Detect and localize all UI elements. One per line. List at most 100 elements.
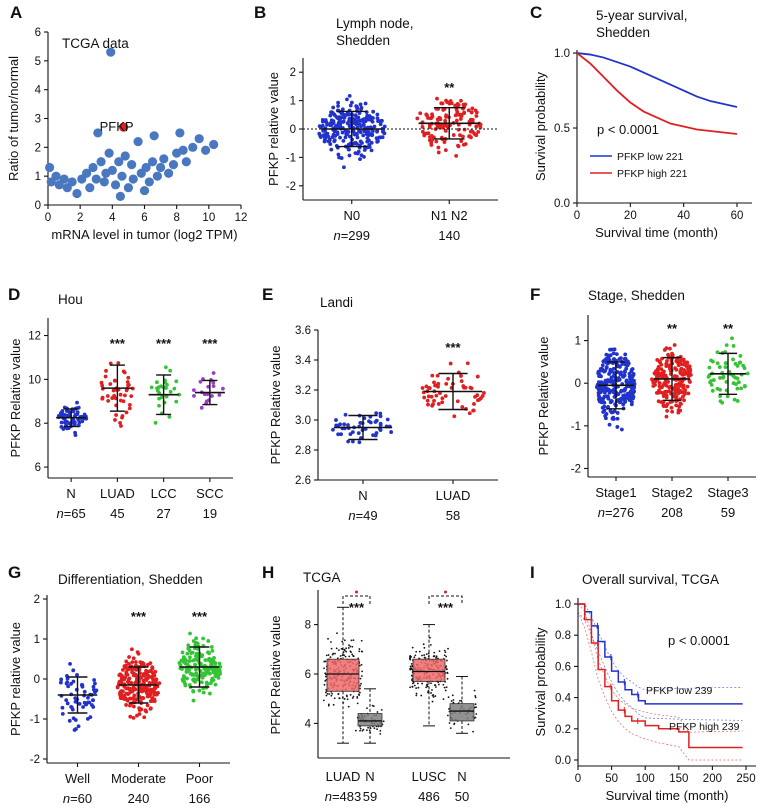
data-point bbox=[201, 690, 206, 695]
bracket-mark bbox=[355, 590, 358, 594]
data-point bbox=[180, 650, 185, 655]
data-point bbox=[618, 364, 622, 369]
data-point bbox=[323, 129, 327, 133]
jitter-point bbox=[429, 636, 431, 639]
data-point bbox=[662, 369, 666, 374]
y-tick-label: 5 bbox=[35, 56, 41, 68]
data-point bbox=[197, 688, 202, 693]
data-point bbox=[461, 384, 466, 388]
data-point bbox=[603, 378, 608, 383]
data-point bbox=[126, 383, 131, 387]
data-point bbox=[668, 400, 673, 404]
data-point bbox=[144, 671, 149, 675]
data-point bbox=[199, 405, 204, 410]
data-point bbox=[336, 104, 340, 108]
jitter-point bbox=[327, 654, 330, 656]
data-point bbox=[596, 380, 601, 385]
data-point bbox=[475, 374, 480, 379]
data-point bbox=[429, 394, 434, 399]
data-point bbox=[360, 119, 365, 124]
data-point bbox=[665, 408, 670, 413]
data-point bbox=[715, 361, 720, 366]
jitter-point bbox=[361, 670, 364, 673]
panel-label: C bbox=[530, 3, 542, 22]
data-point bbox=[178, 145, 188, 155]
jitter-point bbox=[359, 729, 361, 732]
panel-d: 6 8 10 12 Nn=65 *** LUAD 45 *** LCC 27 *** SCC 19 Hou P… bbox=[8, 292, 233, 521]
data-point bbox=[679, 380, 684, 384]
data-point bbox=[470, 106, 475, 111]
y-axis-label: PFKP Relative value bbox=[8, 339, 23, 458]
jitter-point bbox=[349, 650, 352, 653]
chart-title: Differentiation, Shedden bbox=[58, 572, 203, 587]
category-label: LUAD bbox=[100, 486, 135, 501]
jitter-point bbox=[327, 704, 330, 707]
data-point bbox=[358, 102, 363, 107]
data-point bbox=[602, 394, 607, 399]
significance-label: *** bbox=[349, 600, 365, 615]
data-point bbox=[137, 706, 142, 711]
data-point bbox=[350, 430, 355, 434]
jitter-point bbox=[328, 693, 331, 695]
data-point bbox=[659, 374, 664, 379]
n-label: 58 bbox=[446, 508, 460, 523]
data-point bbox=[318, 133, 323, 138]
data-point bbox=[80, 684, 85, 689]
x-tick-label: 12 bbox=[235, 212, 248, 224]
data-point bbox=[659, 371, 664, 376]
jitter-point bbox=[330, 641, 332, 643]
data-point bbox=[130, 689, 135, 694]
data-point bbox=[631, 396, 636, 401]
data-point bbox=[328, 113, 333, 118]
data-point bbox=[674, 394, 679, 399]
jitter-point bbox=[338, 697, 341, 700]
jitter-point bbox=[442, 698, 445, 701]
data-point bbox=[459, 379, 464, 384]
jitter-point bbox=[426, 683, 429, 686]
data-point bbox=[124, 666, 129, 671]
data-point bbox=[93, 681, 97, 686]
y-tick-label: 8 bbox=[305, 620, 311, 632]
data-point bbox=[467, 134, 471, 139]
data-point bbox=[474, 110, 479, 115]
jitter-point bbox=[451, 694, 454, 697]
data-point bbox=[174, 379, 179, 384]
jitter-point bbox=[345, 647, 348, 650]
y-axis-label: PFKP relative value bbox=[266, 72, 281, 186]
x-tick-label: 10 bbox=[202, 212, 215, 224]
data-point bbox=[612, 409, 617, 414]
y-tick-label: 4 bbox=[305, 718, 312, 730]
n-label: 59 bbox=[363, 789, 377, 804]
data-point bbox=[217, 393, 222, 397]
data-point bbox=[193, 667, 198, 672]
data-point bbox=[382, 131, 387, 136]
data-point bbox=[731, 344, 736, 348]
jitter-point bbox=[339, 655, 342, 657]
jitter-point bbox=[359, 677, 362, 680]
data-point bbox=[621, 374, 626, 379]
data-point bbox=[342, 113, 347, 118]
data-point bbox=[598, 373, 603, 378]
y-tick-label: 3.4 bbox=[295, 355, 312, 367]
data-point bbox=[474, 114, 479, 118]
data-point bbox=[347, 153, 352, 158]
data-point bbox=[120, 151, 130, 161]
data-point bbox=[133, 681, 138, 685]
data-point bbox=[65, 420, 69, 424]
y-tick-label: -1 bbox=[571, 421, 581, 433]
jitter-point bbox=[453, 723, 456, 726]
data-point bbox=[187, 659, 192, 663]
jitter-point bbox=[467, 723, 470, 726]
y-tick-label: 6 bbox=[35, 27, 41, 39]
p-value: p < 0.0001 bbox=[597, 122, 659, 137]
box bbox=[357, 713, 383, 727]
data-point bbox=[88, 715, 93, 720]
box bbox=[412, 658, 446, 682]
data-point bbox=[623, 387, 627, 392]
data-point bbox=[718, 399, 723, 404]
data-point bbox=[659, 400, 664, 405]
data-point bbox=[168, 389, 173, 394]
jitter-point bbox=[413, 656, 416, 659]
jitter-point bbox=[447, 696, 450, 699]
data-point bbox=[91, 705, 96, 709]
